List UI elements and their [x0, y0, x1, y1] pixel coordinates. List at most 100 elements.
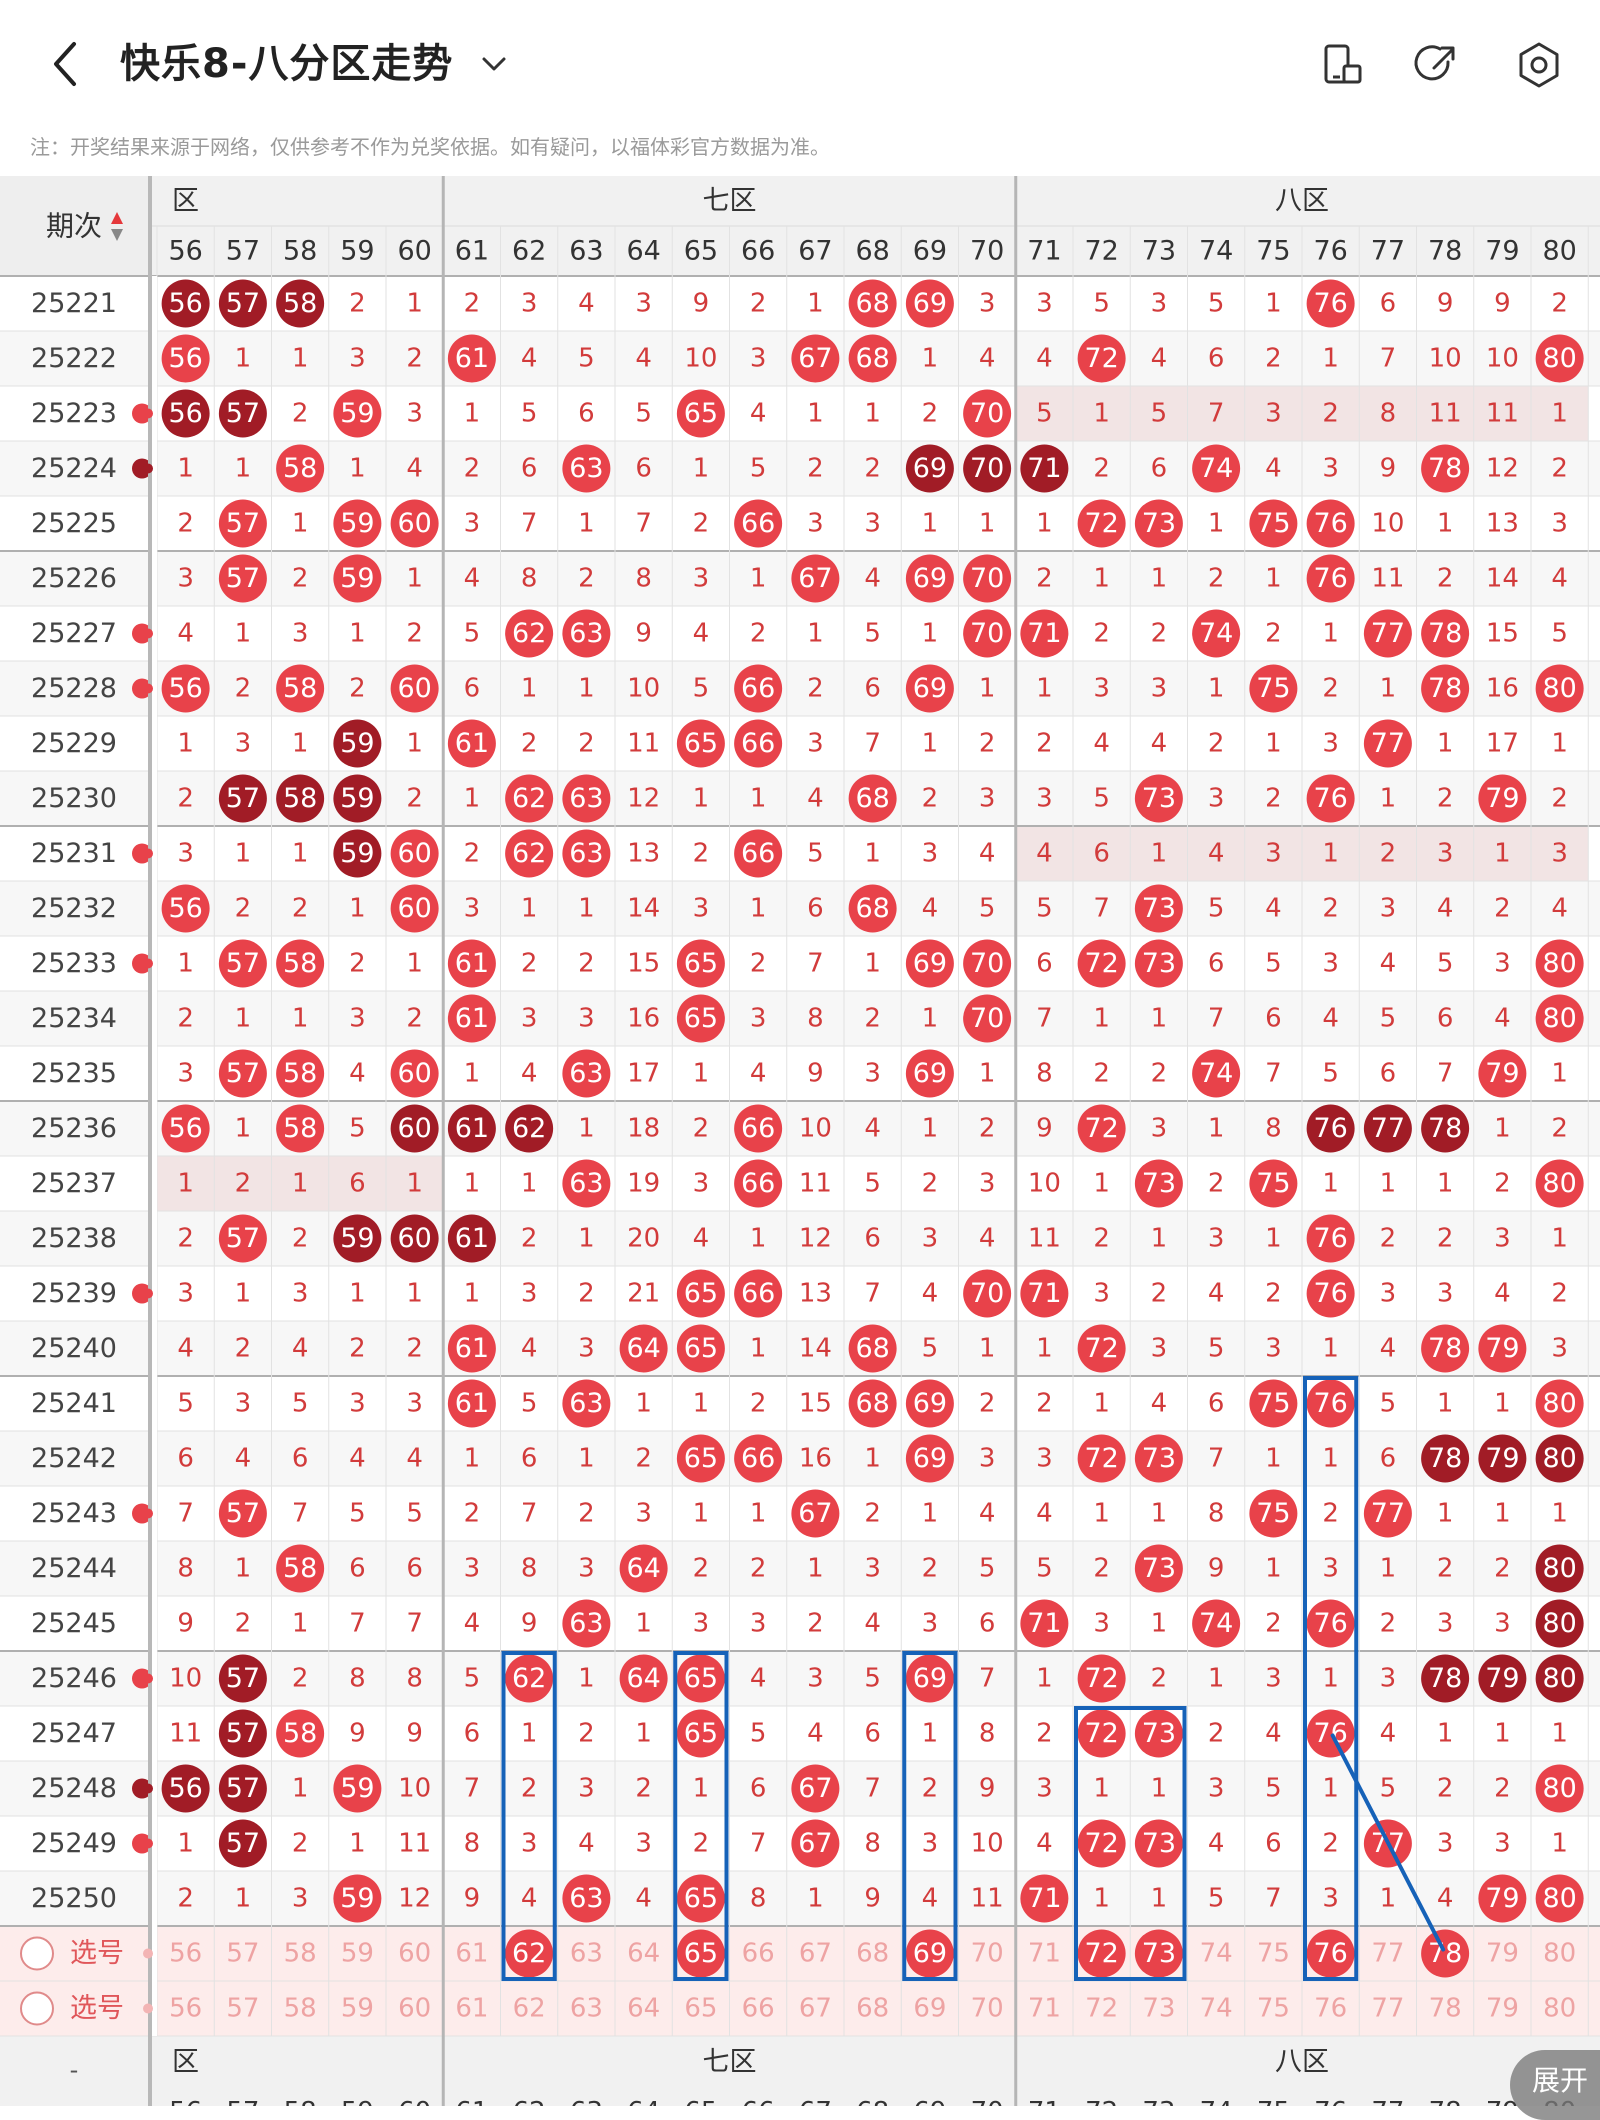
share-icon[interactable]	[1410, 38, 1464, 92]
miss-count: 1	[1494, 1499, 1511, 1529]
picked-ball[interactable]	[676, 1929, 725, 1978]
miss-count: 1	[979, 1334, 996, 1364]
annotation-box	[501, 1651, 557, 1981]
drawn-ball	[218, 499, 267, 548]
drawn-number: 57	[226, 1718, 260, 1749]
miss-count: 6	[292, 1444, 309, 1474]
selectable-number[interactable]: 73	[1142, 1994, 1175, 2024]
drawn-number: 80	[1542, 1663, 1576, 1694]
selectable-number[interactable]: 77	[1371, 1939, 1404, 1969]
footer-column-number: 60	[398, 2097, 431, 2106]
selectable-number[interactable]: 76	[1314, 1994, 1347, 2024]
selectable-number[interactable]: 66	[742, 1994, 775, 2024]
miss-count: 8	[1036, 1059, 1053, 1089]
drawn-ball	[1535, 1874, 1584, 1923]
picked-ball[interactable]	[1134, 1929, 1183, 1978]
drawn-number: 61	[455, 1333, 489, 1364]
selectable-number[interactable]: 64	[627, 1939, 660, 1969]
page-title: 快乐8-八分区走势	[120, 41, 454, 87]
picked-ball[interactable]	[1306, 1929, 1355, 1978]
selectable-number[interactable]: 56	[169, 1939, 202, 1969]
miss-count: 2	[406, 784, 423, 814]
selectable-number[interactable]: 77	[1371, 1994, 1404, 2024]
selectable-number[interactable]: 75	[1257, 1994, 1290, 2024]
drawn-number: 64	[626, 1663, 660, 1694]
selectable-number[interactable]: 80	[1543, 1939, 1576, 1969]
sort-arrows-icon[interactable]	[111, 212, 123, 241]
picked-ball[interactable]	[905, 1929, 954, 1978]
selectable-number[interactable]: 58	[284, 1994, 317, 2024]
miss-count: 5	[292, 1389, 309, 1419]
selectable-number[interactable]: 69	[913, 1994, 946, 2024]
selectable-number[interactable]: 60	[398, 1994, 431, 2024]
miss-count: 2	[1151, 1664, 1168, 1694]
picked-ball[interactable]	[1421, 1929, 1470, 1978]
drawn-number: 66	[741, 1168, 775, 1199]
miss-count: 4	[922, 894, 939, 924]
selectable-number[interactable]: 74	[1200, 1994, 1233, 2024]
expand-button[interactable]: 展开	[1510, 2050, 1600, 2120]
miss-count: 2	[349, 674, 366, 704]
period-cell: 25244	[31, 1553, 117, 1584]
miss-count: 11	[971, 1884, 1004, 1914]
selectable-number[interactable]: 64	[627, 1994, 660, 2024]
selectable-number[interactable]: 79	[1486, 1994, 1519, 2024]
miss-count: 3	[1380, 1664, 1397, 1694]
miss-count: 1	[1151, 1224, 1168, 1254]
miss-count: 5	[1265, 1774, 1282, 1804]
miss-count: 5	[1380, 1774, 1397, 1804]
drawn-ball	[1134, 939, 1183, 988]
drawn-number: 65	[684, 1003, 718, 1034]
miss-count: 3	[1151, 289, 1168, 319]
selectable-number[interactable]: 74	[1200, 1939, 1233, 1969]
selectable-number[interactable]: 63	[570, 1994, 603, 2024]
selectable-number[interactable]: 65	[684, 1994, 717, 2024]
selectable-number[interactable]: 67	[799, 1994, 832, 2024]
selectable-number[interactable]: 72	[1085, 1994, 1118, 2024]
selectable-number[interactable]: 70	[971, 1994, 1004, 2024]
selectable-number[interactable]: 61	[455, 1994, 488, 2024]
picked-ball[interactable]	[1077, 1929, 1126, 1978]
miss-count: 2	[406, 1004, 423, 1034]
selectable-number[interactable]: 66	[742, 1939, 775, 1969]
selectable-number[interactable]: 59	[341, 1939, 374, 1969]
selectable-number[interactable]: 71	[1028, 1994, 1061, 2024]
miss-count: 1	[1551, 1499, 1568, 1529]
selectable-number[interactable]: 63	[570, 1939, 603, 1969]
miss-count: 2	[864, 1499, 881, 1529]
settings-icon[interactable]	[1512, 38, 1566, 92]
selectable-number[interactable]: 59	[341, 1994, 374, 2024]
miss-count: 7	[1380, 344, 1397, 374]
select-radio[interactable]	[20, 1991, 54, 2026]
chevron-left-icon[interactable]	[40, 36, 90, 92]
miss-count: 3	[1151, 674, 1168, 704]
selectable-number[interactable]: 79	[1486, 1939, 1519, 1969]
selectable-number[interactable]: 75	[1257, 1939, 1290, 1969]
miss-count: 2	[1494, 1554, 1511, 1584]
drawn-number: 57	[226, 398, 260, 429]
selectable-number[interactable]: 57	[226, 1939, 259, 1969]
picked-ball[interactable]	[505, 1929, 554, 1978]
miss-count: 1	[292, 1169, 309, 1199]
selectable-number[interactable]: 56	[169, 1994, 202, 2024]
selectable-number[interactable]: 70	[971, 1939, 1004, 1969]
selectable-number[interactable]: 58	[284, 1939, 317, 1969]
miss-count: 2	[464, 839, 481, 869]
selectable-number[interactable]: 68	[856, 1994, 889, 2024]
selectable-number[interactable]: 78	[1429, 1994, 1462, 2024]
drawn-ball	[333, 499, 382, 548]
drawn-ball	[1535, 1599, 1584, 1648]
selectable-number[interactable]: 62	[513, 1994, 546, 2024]
select-radio[interactable]	[20, 1936, 54, 1971]
layout-icon[interactable]	[1316, 38, 1370, 92]
selectable-number[interactable]: 71	[1028, 1939, 1061, 1969]
selectable-number[interactable]: 60	[398, 1939, 431, 1969]
chevron-down-icon[interactable]	[474, 44, 514, 84]
selectable-number[interactable]: 67	[799, 1939, 832, 1969]
miss-count: 3	[464, 509, 481, 539]
selectable-number[interactable]: 68	[856, 1939, 889, 1969]
miss-count: 6	[864, 674, 881, 704]
selectable-number[interactable]: 61	[455, 1939, 488, 1969]
selectable-number[interactable]: 57	[226, 1994, 259, 2024]
selectable-number[interactable]: 80	[1543, 1994, 1576, 2024]
